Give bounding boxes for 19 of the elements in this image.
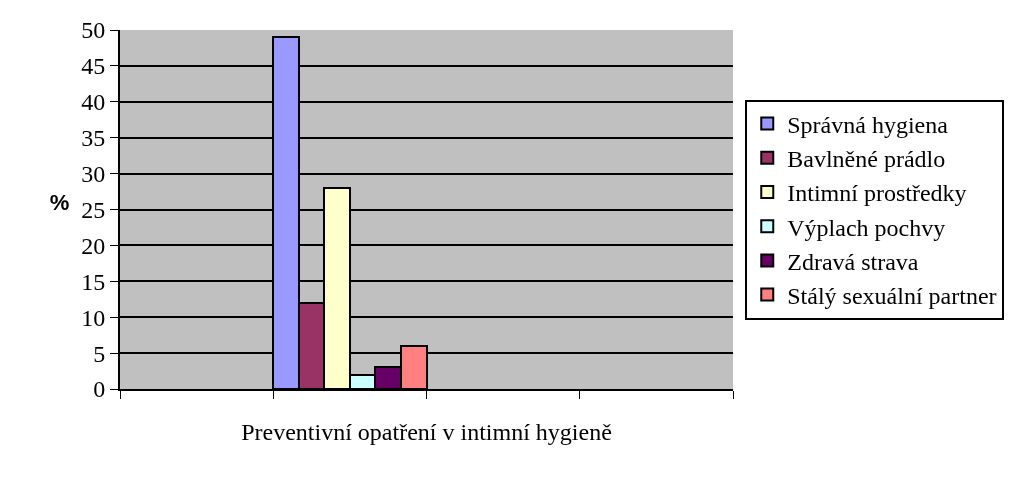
y-tick-label: 30 <box>81 161 106 187</box>
y-tick-label: 15 <box>81 268 106 295</box>
y-tick-label: 50 <box>81 17 106 44</box>
legend-label: Intimní prostředky <box>787 180 967 207</box>
x-axis-title: Preventivní opatření v intimní hygieně <box>241 418 612 445</box>
y-axis-title: % <box>49 189 70 215</box>
legend-label: Výplach pochvy <box>787 214 946 241</box>
y-tick-label: 45 <box>81 53 106 80</box>
legend-label: Bavlněné prádlo <box>787 146 946 173</box>
y-tick-label: 40 <box>81 89 106 116</box>
legend-label: Zdravá strava <box>787 248 919 275</box>
y-tick-label: 5 <box>93 340 106 367</box>
y-tick-label: 10 <box>81 304 106 331</box>
y-tick-label: 0 <box>93 376 106 403</box>
legend-label: Stálý sexuální partner <box>787 282 997 309</box>
legend-label: Správná hygiena <box>787 111 949 138</box>
y-tick-label: 20 <box>81 232 106 259</box>
y-tick-label: 25 <box>81 196 106 223</box>
y-tick-label: 35 <box>81 125 106 152</box>
